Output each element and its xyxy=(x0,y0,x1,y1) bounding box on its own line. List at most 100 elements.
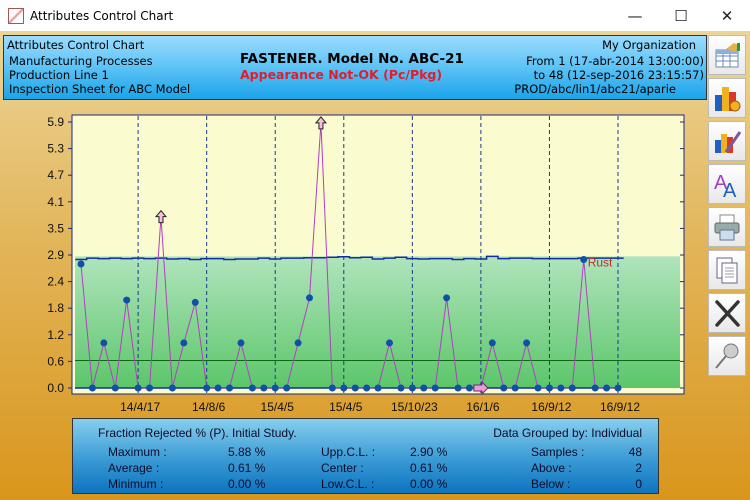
data-table-icon xyxy=(715,43,740,68)
x-tick-label: 15/4/5 xyxy=(261,400,295,414)
y-tick-label: 1.8 xyxy=(47,301,64,315)
date-to: to 48 (12-sep-2016 23:15:57) xyxy=(533,68,704,82)
lcl-label: Low.C.L. : xyxy=(321,477,375,491)
ucl-label: Upp.C.L. : xyxy=(321,445,376,459)
header-line1: Manufacturing Processes xyxy=(9,54,153,68)
data-point xyxy=(431,384,439,392)
data-point xyxy=(591,384,599,392)
header-line2: Production Line 1 xyxy=(9,68,109,82)
data-point xyxy=(488,339,496,347)
data-point xyxy=(146,384,154,392)
data-point xyxy=(180,339,188,347)
out-of-control-up-arrow xyxy=(314,116,328,130)
stats-title: Fraction Rejected % (P). Initial Study. xyxy=(98,426,297,440)
above-value: 2 xyxy=(635,461,642,475)
x-tick-label: 16/1/6 xyxy=(466,400,500,414)
data-point xyxy=(260,384,268,392)
min-value: 0.00 % xyxy=(228,477,266,491)
y-tick-label: 5.9 xyxy=(47,115,64,129)
center-label: Center : xyxy=(321,461,364,475)
close-chart-button[interactable] xyxy=(708,293,746,333)
data-point xyxy=(226,384,234,392)
chart-header: Attributes Control Chart Manufacturing P… xyxy=(3,35,707,100)
center-value: 0.61 % xyxy=(410,461,448,475)
data-point xyxy=(237,339,245,347)
characteristic-title: Appearance Not-OK (Pc/Pkg) xyxy=(240,67,443,82)
data-point xyxy=(191,298,199,306)
chart-style-button[interactable] xyxy=(708,121,746,161)
data-point xyxy=(374,384,382,392)
data-point xyxy=(397,384,405,392)
x-tick-label: 16/9/12 xyxy=(600,400,640,414)
y-tick-label: 5.3 xyxy=(47,142,64,156)
window-title: Attributes Control Chart xyxy=(30,8,174,23)
ucl-line xyxy=(75,255,624,261)
minimize-button[interactable]: — xyxy=(627,6,643,25)
maximize-button[interactable]: ☐ xyxy=(674,6,688,25)
font-icon: AA xyxy=(714,172,737,199)
control-zone xyxy=(75,256,680,388)
data-point xyxy=(77,260,85,268)
min-label: Minimum : xyxy=(108,477,164,491)
data-point xyxy=(123,296,131,304)
svg-text:A: A xyxy=(723,180,737,199)
above-label: Above : xyxy=(531,461,572,475)
data-point xyxy=(351,384,359,392)
data-point xyxy=(306,294,314,302)
data-point xyxy=(534,384,542,392)
app-icon xyxy=(8,7,24,24)
data-point xyxy=(500,384,508,392)
avg-value: 0.61 % xyxy=(228,461,266,475)
data-point xyxy=(408,384,416,392)
y-tick-label: 4.1 xyxy=(47,195,64,209)
data-line xyxy=(80,122,618,389)
data-point xyxy=(168,384,176,392)
svg-text:A: A xyxy=(714,172,728,194)
chart-type: Attributes Control Chart xyxy=(7,38,145,52)
print-button[interactable] xyxy=(708,207,746,247)
data-point xyxy=(203,384,211,392)
data-point xyxy=(420,384,428,392)
chart-settings-button[interactable] xyxy=(708,78,746,118)
data-point xyxy=(614,384,622,392)
y-tick-label: 2.4 xyxy=(47,275,64,289)
data-point xyxy=(545,384,553,392)
data-table-button[interactable] xyxy=(708,35,746,75)
data-point xyxy=(557,384,565,392)
y-tick-label: 4.7 xyxy=(47,168,64,182)
data-point xyxy=(385,339,393,347)
out-of-control-up-arrow xyxy=(154,209,168,224)
pin-button[interactable] xyxy=(708,336,746,376)
x-tick-label: 15/4/5 xyxy=(329,400,363,414)
data-point xyxy=(465,384,473,392)
data-point xyxy=(111,384,119,392)
y-tick-label: 0.0 xyxy=(47,381,64,395)
close-button[interactable]: ✕ xyxy=(720,6,734,25)
chart-settings-icon xyxy=(715,87,741,112)
y-tick-label: 0.6 xyxy=(47,354,64,368)
data-point xyxy=(271,384,279,392)
grouping: Data Grouped by: Individual xyxy=(493,426,642,440)
avg-label: Average : xyxy=(108,461,160,475)
copy-button[interactable] xyxy=(708,250,746,290)
data-point xyxy=(363,384,371,392)
print-icon xyxy=(714,214,740,241)
samples-value: 48 xyxy=(628,445,642,459)
data-point xyxy=(88,384,96,392)
date-from: From 1 (17-abr-2014 13:00:00) xyxy=(526,54,704,68)
data-point xyxy=(134,384,142,392)
x-tick-label: 16/9/12 xyxy=(531,400,571,414)
organization: My Organization xyxy=(602,38,696,52)
samples-label: Samples : xyxy=(531,445,585,459)
below-value: 0 xyxy=(635,477,642,491)
x-tick-label: 14/8/6 xyxy=(192,400,226,414)
max-label: Maximum : xyxy=(108,445,167,459)
data-point xyxy=(340,384,348,392)
data-point xyxy=(523,339,531,347)
data-point xyxy=(248,384,256,392)
ucl-value: 2.90 % xyxy=(410,445,448,459)
lcl-value: 0.00 % xyxy=(410,477,448,491)
x-tick-label: 14/4/17 xyxy=(120,400,160,414)
